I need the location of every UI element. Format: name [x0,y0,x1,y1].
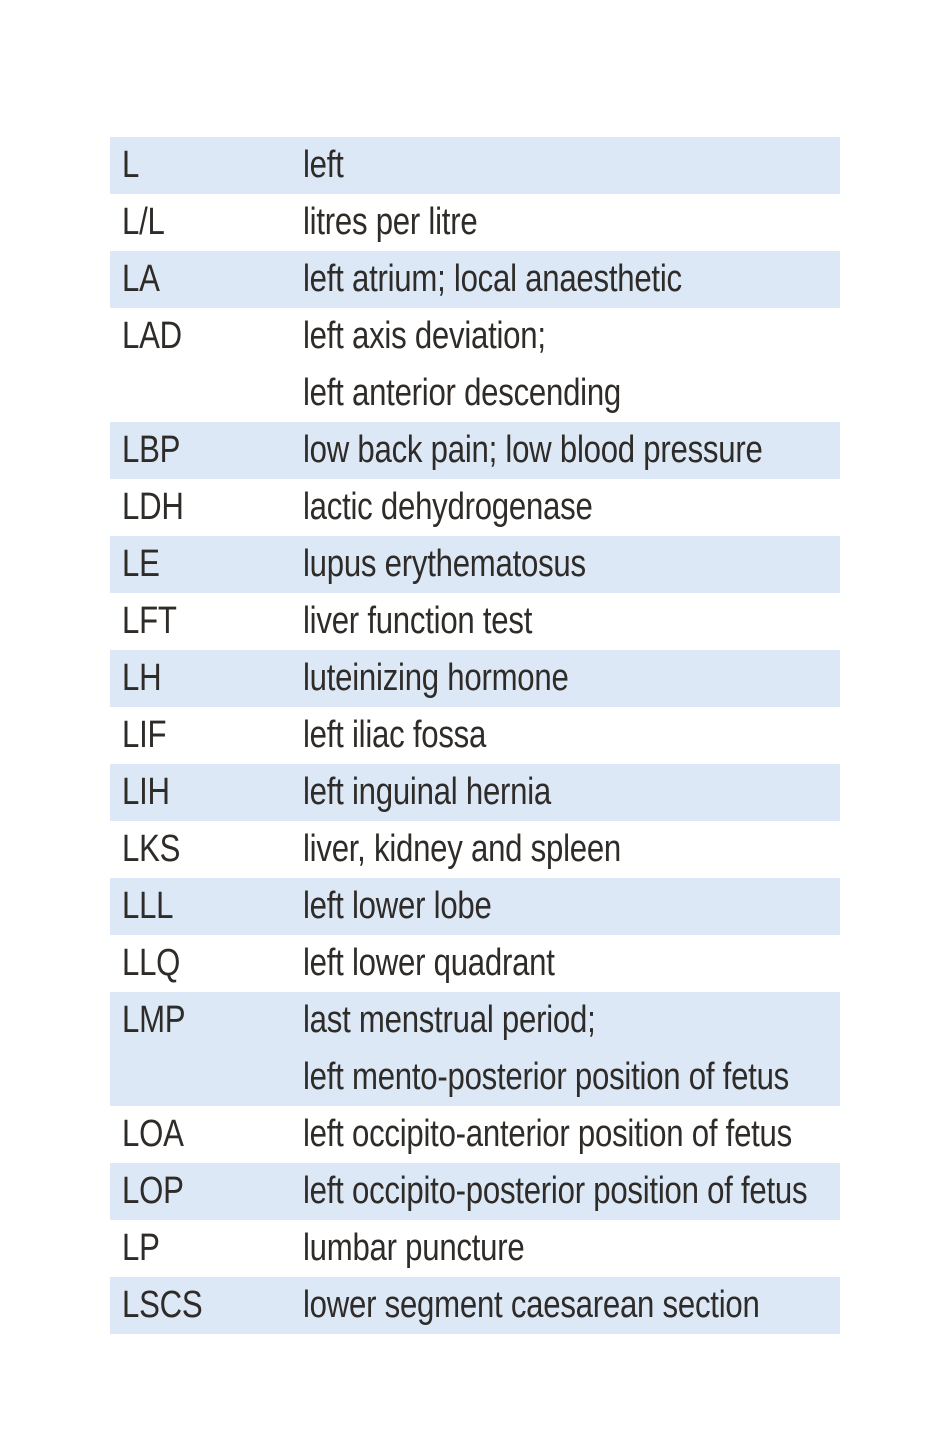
table-row: LIH left inguinal hernia [110,764,840,821]
table-row: LFT liver function test [110,593,840,650]
table-row: LH luteinizing hormone [110,650,840,707]
definition: luteinizing hormone [303,657,569,699]
abbreviation: LDH [122,486,184,528]
abbreviation: LH [122,657,162,699]
definition: left axis deviation; left anterior desce… [303,315,622,414]
abbreviation: LA [122,258,160,300]
abbreviation: LLL [122,885,174,927]
table-row: LAD left axis deviation; left anterior d… [110,308,840,422]
table-row: LSCS lower segment caesarean section [110,1277,840,1334]
definition: liver, kidney and spleen [303,828,622,870]
abbreviation-table: L left L/L litres per litre LA left atri… [110,137,840,1334]
table-row: LKS liver, kidney and spleen [110,821,840,878]
abbreviation: LOP [122,1170,184,1212]
table-row: LIF left iliac fossa [110,707,840,764]
table-row: LOA left occipito-anterior position of f… [110,1106,840,1163]
abbreviation: LKS [122,828,181,870]
abbreviation: LBP [122,429,181,471]
table-row: LLL left lower lobe [110,878,840,935]
table-row: LA left atrium; local anaesthetic [110,251,840,308]
definition: low back pain; low blood pressure [303,429,763,471]
table-row: LMP last menstrual period; left mento-po… [110,992,840,1106]
table-row: LBP low back pain; low blood pressure [110,422,840,479]
table-row: L left [110,137,840,194]
definition: last menstrual period; left mento-poster… [303,999,790,1098]
definition: left inguinal hernia [303,771,551,813]
table-row: LLQ left lower quadrant [110,935,840,992]
definition: left occipito-posterior position of fetu… [303,1170,808,1212]
table-row: LP lumbar puncture [110,1220,840,1277]
abbreviation: LAD [122,315,182,357]
definition: lupus erythematosus [303,543,586,585]
abbreviation: LMP [122,999,186,1041]
abbreviation: LE [122,543,160,585]
definition: lower segment caesarean section [303,1284,760,1326]
definition: lumbar puncture [303,1227,525,1269]
abbreviation: LIF [122,714,167,756]
definition: left lower quadrant [303,942,555,984]
abbreviation: L [122,144,140,186]
abbreviation: LOA [122,1113,184,1155]
definition: liver function test [303,600,533,642]
table-row: LE lupus erythematosus [110,536,840,593]
definition: litres per litre [303,201,478,243]
definition: lactic dehydrogenase [303,486,593,528]
definition: left iliac fossa [303,714,487,756]
table-row: LOP left occipito-posterior position of … [110,1163,840,1220]
abbreviation: LSCS [122,1284,203,1326]
table-row: L/L litres per litre [110,194,840,251]
abbreviation: LIH [122,771,170,813]
definition: left occipito-anterior position of fetus [303,1113,792,1155]
table-row: LDH lactic dehydrogenase [110,479,840,536]
abbreviation: LP [122,1227,160,1269]
abbreviation: LFT [122,600,177,642]
definition: left [303,144,344,186]
abbreviation: L/L [122,201,165,243]
definition: left lower lobe [303,885,492,927]
definition: left atrium; local anaesthetic [303,258,682,300]
abbreviation: LLQ [122,942,181,984]
